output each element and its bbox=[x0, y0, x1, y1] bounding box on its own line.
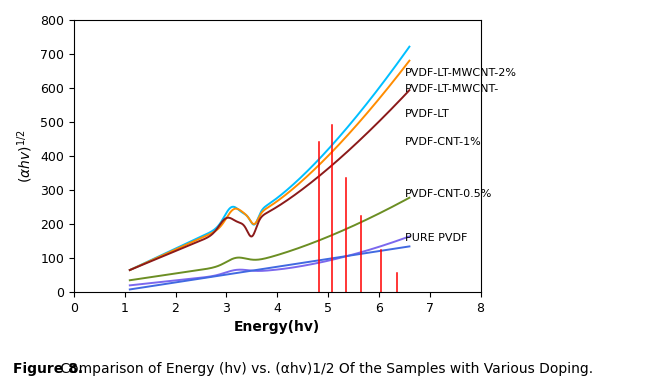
X-axis label: Energy(hv): Energy(hv) bbox=[234, 320, 320, 334]
Y-axis label: $(\alpha hv)^{1/2}$: $(\alpha hv)^{1/2}$ bbox=[15, 129, 35, 183]
Text: PVDF-CNT-1%: PVDF-CNT-1% bbox=[405, 137, 482, 147]
Text: PVDF-LT: PVDF-LT bbox=[405, 109, 450, 119]
Text: PURE PVDF: PURE PVDF bbox=[405, 233, 468, 243]
Text: Figure 8.: Figure 8. bbox=[13, 362, 84, 376]
Text: PVDF-LT-MWCNT-: PVDF-LT-MWCNT- bbox=[405, 84, 499, 94]
Text: PVDF-LT-MWCNT-2%: PVDF-LT-MWCNT-2% bbox=[405, 68, 517, 78]
Text: PVDF-CNT-0.5%: PVDF-CNT-0.5% bbox=[405, 189, 493, 199]
Text: Comparison of Energy (hv) vs. (αhv)1/2 Of the Samples with Various Doping.: Comparison of Energy (hv) vs. (αhv)1/2 O… bbox=[56, 362, 593, 376]
